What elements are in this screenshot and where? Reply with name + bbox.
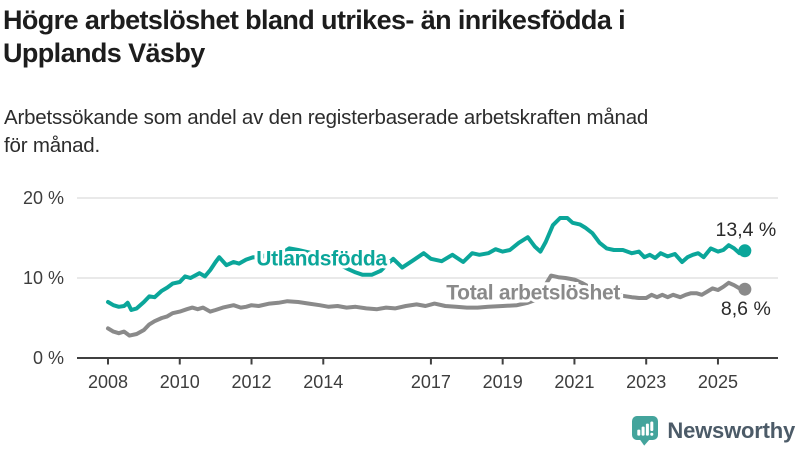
- chart-subtitle-line-1: Arbetssökande som andel av den registerb…: [4, 106, 649, 129]
- newsworthy-logo: Newsworthy: [631, 415, 795, 446]
- x-tick-label: 2017: [411, 372, 451, 392]
- newsworthy-speech-bubble-bar-chart-icon: [632, 416, 659, 446]
- chart-title-line-2: Upplands Väsby: [3, 38, 205, 68]
- chart-subtitle: Arbetssökande som andel av den registerb…: [4, 104, 796, 160]
- series-line-total: [106, 273, 747, 338]
- end-value-label-total: 8,6 %: [721, 298, 771, 320]
- y-tick-label: 0 %: [33, 348, 64, 368]
- x-tick-label: 2023: [626, 372, 666, 392]
- chart-header: Högre arbetslöshet bland utrikes- än inr…: [3, 4, 791, 70]
- x-tick-label: 2021: [554, 372, 594, 392]
- x-tick-label: 2012: [231, 372, 271, 392]
- x-tick-label: 2019: [483, 372, 523, 392]
- end-value-label-utlandsfodda: 13,4 %: [716, 219, 777, 241]
- y-tick-label: 10 %: [23, 268, 64, 288]
- newsworthy-wordmark: Newsworthy: [667, 417, 795, 443]
- chart-title-line-1: Högre arbetslöshet bland utrikes- än inr…: [3, 5, 626, 35]
- x-tick-label: 2010: [160, 372, 200, 392]
- x-tick-label: 2014: [303, 372, 343, 392]
- x-tick-label: 2008: [88, 372, 128, 392]
- x-tick-label: 2025: [698, 372, 738, 392]
- y-tick-label: 20 %: [23, 188, 64, 208]
- series-label-utlandsfodda: Utlandsfödda: [256, 247, 387, 270]
- series-line-utlandsfodda: [106, 216, 747, 312]
- end-dot-total: [738, 282, 752, 296]
- end-dot-utlandsfodda: [738, 244, 752, 258]
- chart-title: Högre arbetslöshet bland utrikes- än inr…: [3, 4, 791, 70]
- series-label-total: Total arbetslöshet: [446, 282, 620, 305]
- chart-subtitle-line-2: för månad.: [4, 134, 100, 157]
